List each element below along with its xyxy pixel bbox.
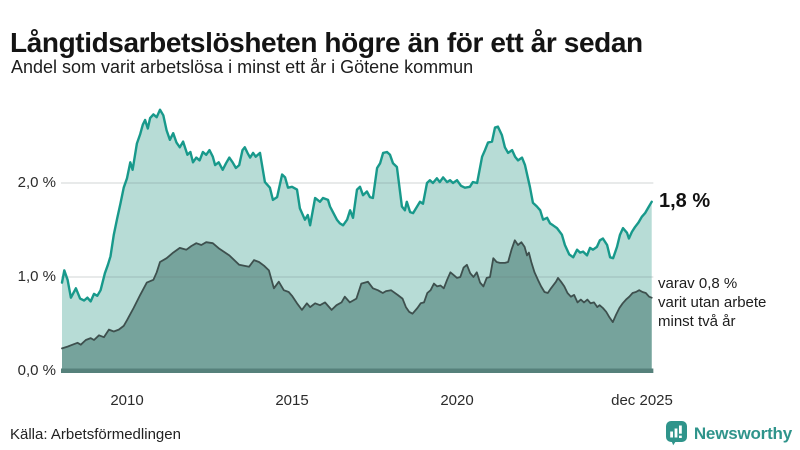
latest-value-annotation: 1,8 % (659, 190, 711, 212)
series-two-years-area (62, 240, 652, 371)
two-year-annotation-line-1: varav 0,8 % (658, 275, 738, 292)
x-axis-tick-2020: 2020 (440, 392, 474, 409)
two-year-annotation-line-2: varit utan arbete (658, 294, 767, 311)
x-axis-tick-2010: 2010 (110, 392, 144, 409)
y-axis-tick-1: 1,0 % (17, 268, 56, 285)
newsworthy-brand: Newsworthy (665, 421, 792, 446)
y-axis-tick-2: 2,0 % (17, 174, 56, 191)
page-title: Långtidsarbetslösheten högre än för ett … (10, 26, 643, 58)
source-note: Källa: Arbetsförmedlingen (10, 426, 181, 443)
series-total-line (60, 108, 653, 303)
x-axis-tick-2015: 2015 (275, 392, 309, 409)
x-axis-baseline (61, 368, 654, 373)
chart-subtitle: Andel som varit arbetslösa i minst ett å… (11, 57, 474, 77)
two-year-annotation: varav 0,8 % varit utan arbete minst två … (658, 274, 766, 331)
y-axis-tick-0: 0,0 % (17, 362, 56, 379)
newsworthy-brand-text: Newsworthy (693, 423, 792, 443)
two-year-annotation-line-3: minst två år (658, 313, 736, 330)
series-two-years-line (61, 239, 653, 350)
newsworthy-logo-icon (665, 421, 687, 446)
x-axis-tick-dec-2025: dec 2025 (611, 392, 673, 409)
